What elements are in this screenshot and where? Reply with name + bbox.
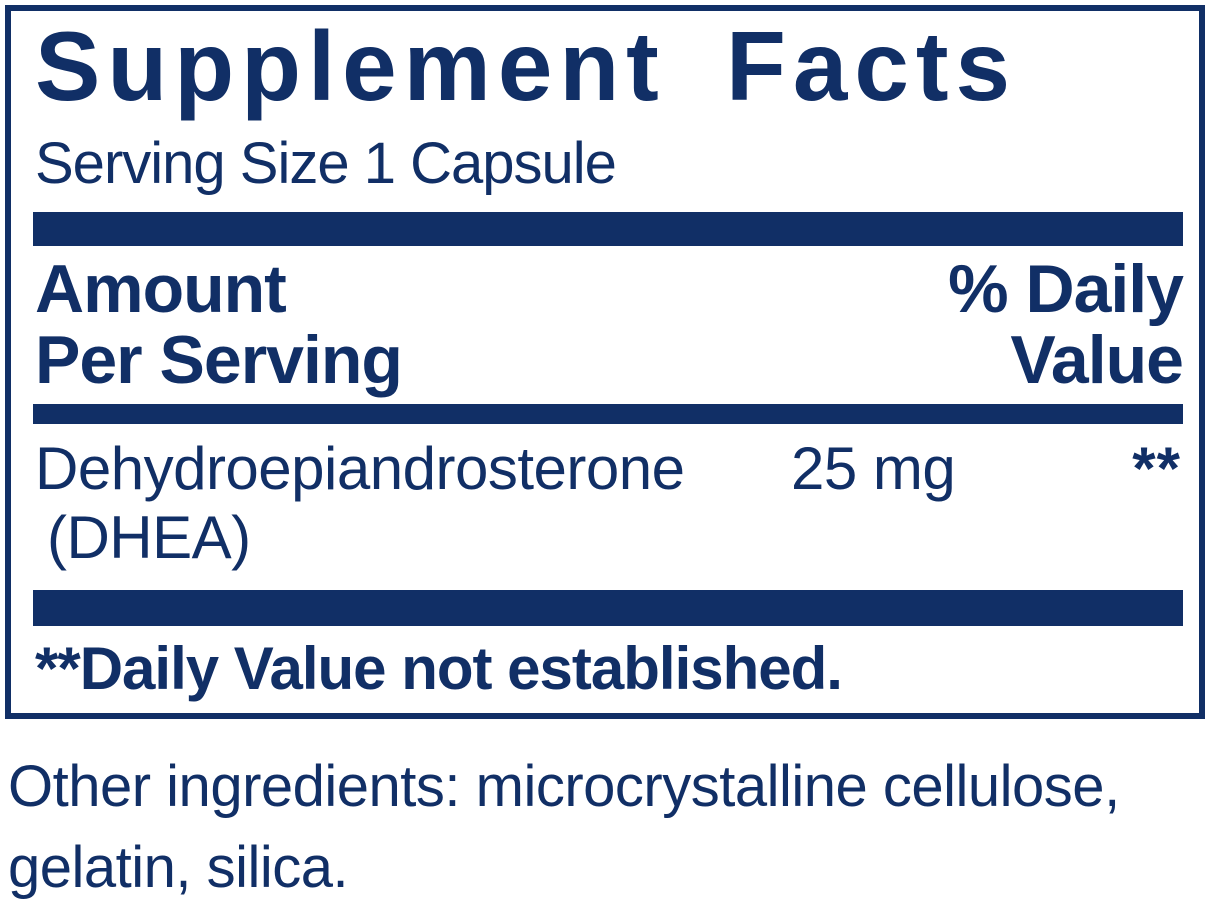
panel-title: Supplement Facts bbox=[35, 11, 1018, 121]
column-header-row: Amount Per Serving % Daily Value bbox=[33, 250, 1184, 399]
divider-bar-top bbox=[33, 211, 1183, 246]
ingredient-amount: 25 mg bbox=[791, 435, 956, 503]
ingredient-row: Dehydroepiandrosterone (DHEA) 25 mg ** bbox=[33, 434, 1183, 572]
daily-value-footnote: **Daily Value not established. bbox=[35, 635, 843, 703]
percent-daily-value-header: % Daily Value bbox=[948, 250, 1184, 399]
ingredient-name-abbreviation: (DHEA) bbox=[47, 504, 251, 572]
serving-size-text: Serving Size 1 Capsule bbox=[35, 131, 617, 196]
ingredient-daily-value-marker: ** bbox=[1132, 435, 1181, 503]
amount-per-serving-header: Amount Per Serving bbox=[35, 250, 403, 399]
divider-bar-middle bbox=[33, 404, 1183, 425]
other-ingredients-text: Other ingredients: microcrystalline cell… bbox=[8, 754, 1120, 901]
supplement-facts-panel: Supplement Facts Serving Size 1 Capsule … bbox=[5, 5, 1205, 719]
divider-bar-bottom bbox=[33, 590, 1183, 627]
ingredient-name: Dehydroepiandrosterone bbox=[35, 435, 685, 503]
